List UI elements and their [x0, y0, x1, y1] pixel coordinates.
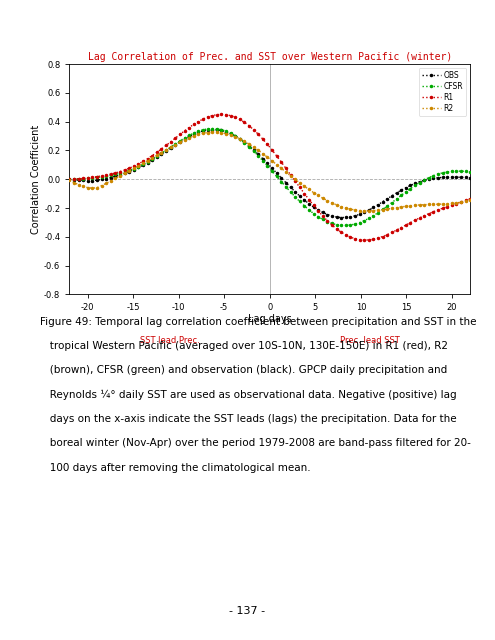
Text: - 137 -: - 137 - — [230, 606, 265, 616]
Text: Figure 49: Temporal lag correlation coefficient between precipitation and SST in: Figure 49: Temporal lag correlation coef… — [40, 317, 476, 327]
Text: tropical Western Pacific (averaged over 10S-10N, 130E-150E) in R1 (red), R2: tropical Western Pacific (averaged over … — [40, 341, 447, 351]
Y-axis label: Correlation Coefficient: Correlation Coefficient — [31, 125, 41, 234]
Text: SST lead Prec.: SST lead Prec. — [140, 336, 199, 345]
Text: days on the x-axis indicate the SST leads (lags) the precipitation. Data for the: days on the x-axis indicate the SST lead… — [40, 414, 456, 424]
Text: (brown), CFSR (green) and observation (black). GPCP daily precipitation and: (brown), CFSR (green) and observation (b… — [40, 365, 447, 376]
Text: Prec. lead SST: Prec. lead SST — [340, 336, 400, 345]
Text: boreal winter (Nov-Apr) over the period 1979-2008 are band-pass filtered for 20-: boreal winter (Nov-Apr) over the period … — [40, 438, 470, 449]
Text: Reynolds ¼° daily SST are used as observational data. Negative (positive) lag: Reynolds ¼° daily SST are used as observ… — [40, 390, 456, 400]
Legend: OBS, CFSR, R1, R2: OBS, CFSR, R1, R2 — [419, 68, 466, 116]
Text: 100 days after removing the climatological mean.: 100 days after removing the climatologic… — [40, 463, 310, 473]
Title: Lag Correlation of Prec. and SST over Western Pacific (winter): Lag Correlation of Prec. and SST over We… — [88, 52, 452, 62]
X-axis label: Lag days: Lag days — [248, 314, 292, 324]
